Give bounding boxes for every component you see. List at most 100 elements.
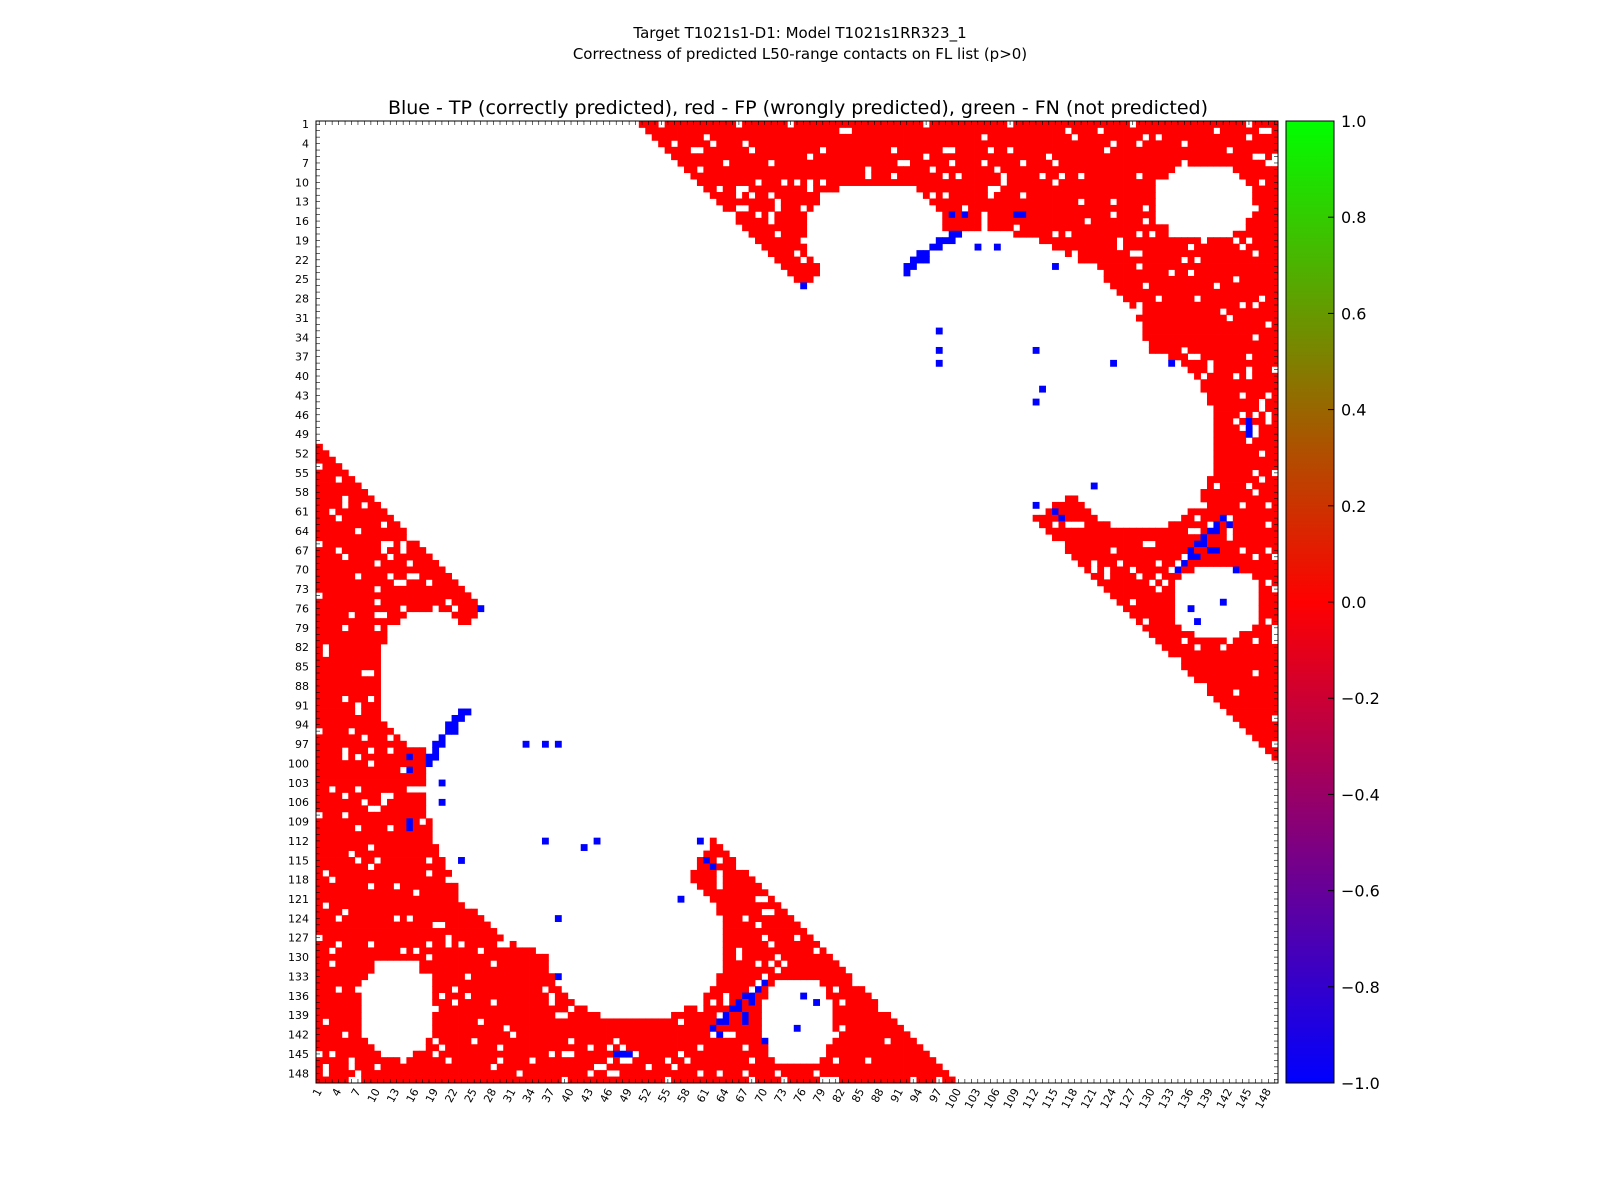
fp-contact-cell	[845, 1037, 853, 1045]
fp-contact-cell	[1148, 605, 1156, 613]
fp-contact-cell	[968, 140, 975, 148]
fp-contact-cell	[380, 773, 388, 780]
fp-contact-cell	[328, 792, 336, 800]
fp-contact-cell	[1155, 256, 1163, 264]
fp-contact-cell	[1265, 282, 1272, 290]
fp-contact-cell	[328, 572, 336, 580]
fp-contact-cell	[1155, 598, 1163, 606]
fp-contact-cell	[509, 1011, 517, 1019]
fp-contact-cell	[1258, 243, 1266, 251]
fp-contact-cell	[1071, 127, 1079, 135]
fp-contact-cell	[361, 786, 369, 793]
fp-contact-cell	[838, 1005, 846, 1013]
fp-contact-cell	[703, 1070, 711, 1077]
fp-contact-cell	[684, 1011, 691, 1019]
fp-contact-cell	[412, 540, 420, 548]
fp-contact-cell	[1194, 127, 1201, 135]
fp-contact-cell	[612, 1044, 620, 1052]
fp-contact-cell	[774, 185, 782, 193]
fp-contact-cell	[742, 192, 749, 199]
fp-contact-cell	[496, 966, 504, 974]
fp-contact-cell	[361, 721, 369, 729]
fp-contact-cell	[1168, 263, 1176, 270]
fp-contact-cell	[1213, 353, 1221, 361]
fp-contact-cell	[1052, 172, 1059, 180]
fp-contact-cell	[935, 133, 943, 141]
fp-contact-cell	[793, 166, 801, 174]
fp-contact-cell	[1265, 353, 1272, 361]
fp-contact-cell	[716, 1050, 724, 1058]
fp-contact-cell	[458, 592, 465, 600]
fp-contact-cell	[929, 185, 937, 193]
fp-contact-cell	[884, 172, 892, 180]
fp-contact-cell	[755, 172, 762, 180]
fp-contact-cell	[419, 805, 427, 813]
fp-contact-cell	[341, 1037, 349, 1045]
fp-contact-cell	[793, 960, 801, 968]
fp-contact-cell	[335, 850, 343, 858]
fp-contact-cell	[651, 127, 659, 135]
fp-contact-cell	[425, 1070, 433, 1077]
fp-contact-cell	[968, 159, 975, 167]
fp-contact-cell	[322, 1050, 330, 1058]
fp-contact-cell	[780, 230, 788, 238]
fp-contact-cell	[742, 159, 749, 167]
fp-contact-cell	[361, 534, 369, 542]
fp-contact-cell	[729, 973, 737, 981]
fp-contact-cell	[425, 863, 433, 871]
fp-contact-cell	[1258, 489, 1266, 496]
fp-contact-cell	[354, 721, 362, 729]
fp-contact-cell	[767, 237, 775, 245]
fp-contact-cell	[800, 1070, 808, 1077]
fp-contact-cell	[755, 140, 762, 148]
fp-contact-cell	[1129, 127, 1137, 135]
fp-contact-cell	[1226, 153, 1234, 161]
fp-contact-cell	[1265, 514, 1272, 522]
fp-contact-cell	[1161, 540, 1169, 548]
fp-contact-cell	[735, 992, 743, 1000]
fp-contact-cell	[393, 592, 401, 600]
fp-contact-cell	[348, 631, 356, 638]
fp-contact-cell	[658, 1063, 666, 1071]
fp-contact-cell	[729, 133, 737, 141]
fp-contact-cell	[1219, 153, 1227, 161]
fp-contact-cell	[748, 979, 756, 987]
fp-contact-cell	[458, 928, 465, 935]
fp-contact-cell	[458, 934, 465, 942]
tp-contact-cell	[619, 1050, 627, 1058]
fp-contact-cell	[328, 773, 336, 780]
fp-contact-cell	[735, 1024, 743, 1032]
fp-contact-cell	[748, 915, 756, 922]
fp-contact-cell	[322, 857, 330, 864]
fp-contact-cell	[393, 779, 401, 787]
fp-contact-cell	[1219, 560, 1227, 567]
fp-contact-cell	[1206, 560, 1214, 567]
fp-contact-cell	[897, 127, 904, 135]
fp-contact-cell	[580, 1018, 588, 1026]
fp-contact-cell	[858, 1018, 866, 1026]
fp-contact-cell	[328, 1024, 336, 1032]
fp-contact-cell	[942, 204, 950, 212]
fp-contact-cell	[619, 1031, 627, 1039]
fp-contact-cell	[438, 1024, 446, 1032]
fp-contact-cell	[1148, 224, 1156, 232]
fp-contact-cell	[729, 934, 737, 942]
fp-contact-cell	[1265, 689, 1272, 697]
fp-contact-cell	[477, 1005, 485, 1013]
fp-contact-cell	[341, 760, 349, 768]
fp-contact-cell	[1142, 198, 1150, 206]
fp-contact-cell	[1194, 243, 1201, 251]
fp-contact-cell	[1265, 288, 1272, 296]
fp-contact-cell	[1148, 334, 1156, 341]
fp-contact-cell	[729, 908, 737, 916]
fp-contact-cell	[374, 708, 381, 716]
fp-contact-cell	[1135, 598, 1143, 606]
fp-contact-cell	[987, 159, 995, 167]
fp-contact-cell	[1258, 424, 1266, 432]
fp-contact-cell	[690, 1057, 698, 1065]
fp-contact-cell	[490, 934, 498, 942]
fp-contact-cell	[328, 1057, 336, 1065]
fp-contact-cell	[541, 973, 549, 981]
fp-contact-cell	[399, 889, 407, 897]
fp-contact-cell	[387, 1057, 394, 1065]
